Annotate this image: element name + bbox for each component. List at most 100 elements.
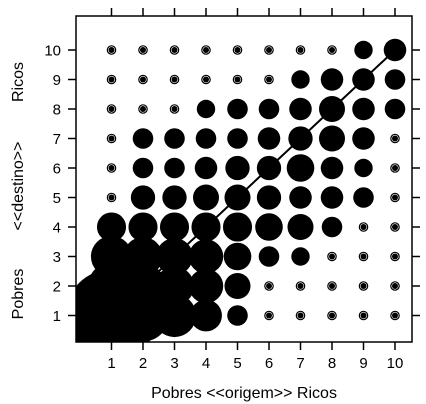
bubble-point (384, 98, 406, 120)
x-tick-labels: 1 2 3 4 5 6 7 8 9 10 (107, 355, 403, 372)
bubble-point (327, 251, 337, 262)
bubble-point (88, 262, 135, 310)
bubble-point (327, 310, 337, 321)
bubble-point (255, 213, 283, 241)
y-tick-label: 1 (53, 308, 61, 325)
bubble-point (192, 184, 220, 211)
bubble-point (264, 74, 274, 85)
bubble-point (195, 128, 217, 149)
bubble-point (327, 281, 337, 291)
bubble-point (194, 156, 218, 180)
bubble-point (188, 268, 224, 304)
bubble-point (159, 212, 190, 242)
bubble-point (152, 293, 197, 338)
bubble-point (390, 222, 400, 232)
x-axis-label: Pobres <<origem>> Ricos (151, 385, 337, 402)
bubble-point (258, 246, 280, 267)
x-tick-label: 2 (139, 355, 147, 372)
bubble-point (132, 157, 154, 179)
y-tick-label: 8 (53, 102, 61, 119)
bubble-point (132, 128, 154, 149)
y-tick-label: 5 (53, 190, 61, 207)
bubble-point (190, 299, 222, 332)
bubble-point (384, 69, 406, 90)
bubble-point (164, 128, 185, 149)
bubble-point (320, 186, 344, 209)
bubble-point (286, 154, 315, 182)
bubble-point (358, 251, 369, 262)
bubble-point (264, 45, 274, 55)
axis-ticks (68, 8, 420, 350)
y-axis-label-destino: <<destino>> (10, 142, 27, 231)
bubble-point (390, 192, 400, 203)
bubble-point (295, 45, 306, 55)
bubble-point (169, 45, 180, 55)
bubble-point (232, 45, 243, 55)
bubble-point (106, 104, 117, 114)
bubble-point (358, 310, 369, 321)
bubble-point (188, 239, 224, 274)
bubble-point (295, 310, 306, 321)
bubble-point (264, 310, 274, 321)
bubble-point (291, 247, 310, 266)
y-tick-label: 7 (53, 131, 61, 148)
bubble-point (201, 74, 211, 85)
bubble-point (138, 74, 148, 85)
bubble-point (289, 186, 312, 209)
y-tick-label: 10 (44, 43, 61, 60)
bubble-point (225, 155, 250, 181)
y-axis-label: Pobres <<destino>> Ricos (10, 62, 27, 319)
bubble-point (223, 242, 252, 271)
bubble-point (196, 99, 216, 119)
bubble-point (358, 222, 369, 232)
x-tick-label: 4 (202, 355, 210, 372)
plot-frame (75, 15, 413, 343)
bubble-point (106, 163, 117, 173)
bubble-point (327, 45, 337, 55)
y-axis-label-ricos: Ricos (10, 62, 27, 102)
bubble-point (352, 97, 375, 121)
x-tick-label: 10 (387, 355, 404, 372)
bubble-point (390, 310, 400, 321)
x-tick-label: 5 (233, 355, 241, 372)
bubbles (76, 38, 407, 342)
bubble-point (96, 212, 127, 242)
bubble-point (154, 266, 195, 306)
bubble-point (169, 104, 180, 114)
bubble-point (358, 281, 369, 291)
bubble-point (106, 74, 117, 85)
bubble-point (130, 185, 156, 210)
bubble-point (224, 272, 251, 300)
y-tick-label: 4 (53, 220, 61, 237)
bubble-point (258, 98, 280, 120)
bubble-point (90, 235, 133, 278)
bubble-point (390, 163, 400, 173)
y-tick-label: 6 (53, 161, 61, 178)
bubble-point (222, 212, 253, 242)
bubble-point (232, 74, 243, 85)
bubble-point (128, 212, 158, 242)
bubble-point (289, 97, 312, 121)
bubble-point (352, 127, 375, 150)
bubble-point (318, 125, 346, 152)
x-tick-label: 3 (170, 355, 178, 372)
y-tick-label: 2 (53, 279, 61, 296)
x-tick-label: 6 (265, 355, 273, 372)
bubble-point (164, 157, 185, 179)
y-tick-labels: 1 2 3 4 5 6 7 8 9 10 (44, 43, 61, 326)
bubble-point (390, 133, 400, 144)
bubble-point (138, 45, 148, 55)
bubble-point (354, 40, 373, 60)
bubble-point (169, 74, 180, 85)
bubble-point (162, 185, 187, 210)
bubble-point (390, 281, 400, 291)
bubble-point (295, 281, 306, 291)
bubble-point (321, 216, 343, 238)
bubble-point (287, 213, 314, 241)
bubble-point (390, 251, 400, 262)
bubble-point (291, 70, 310, 89)
x-tick-label: 7 (296, 355, 304, 372)
bubble-point (257, 127, 281, 150)
bubble-point (227, 305, 248, 326)
